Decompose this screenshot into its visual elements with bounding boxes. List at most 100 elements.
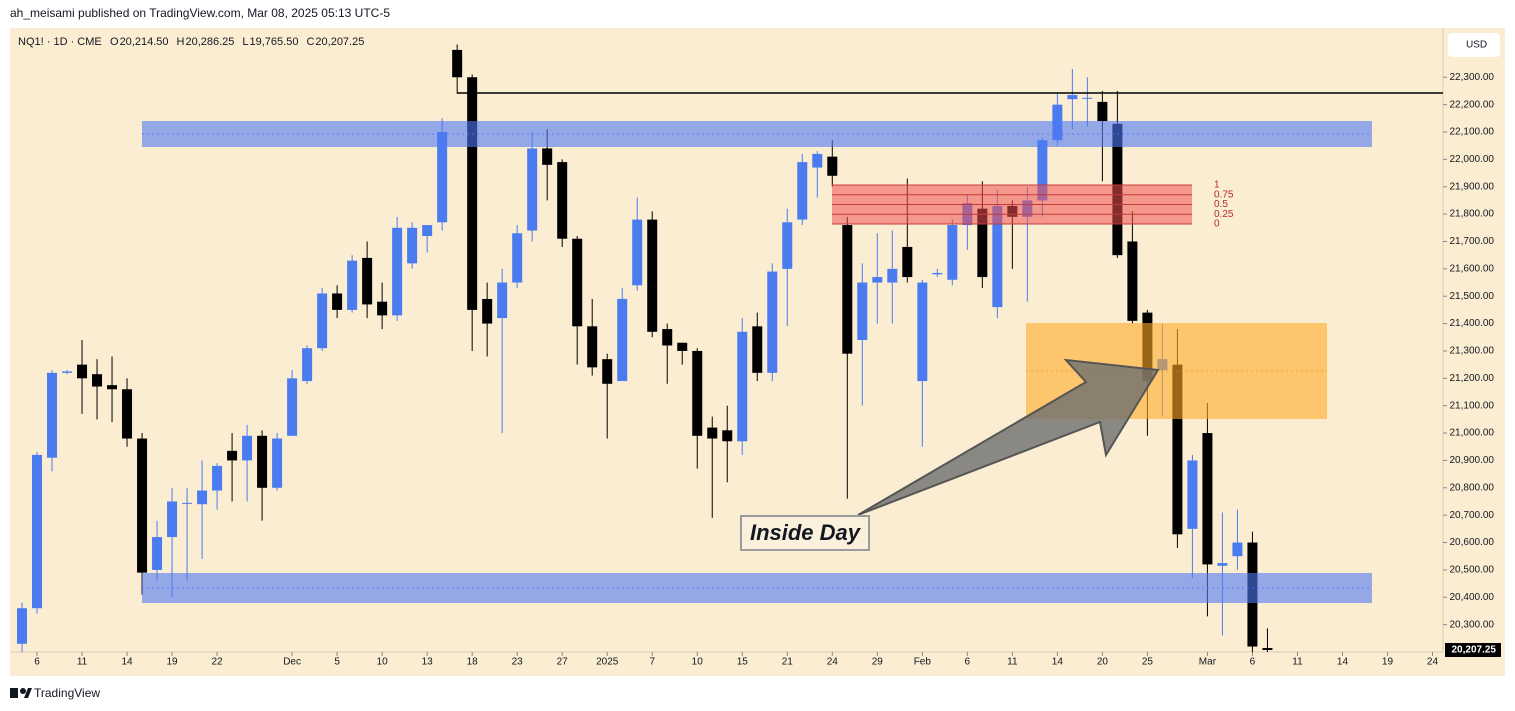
x-tick-label: 10	[692, 657, 704, 668]
y-tick-label: 20,500.00	[1450, 565, 1495, 576]
candle-body	[782, 222, 793, 269]
fib-label: 0.5	[1214, 199, 1228, 210]
footer-brand: TradingView	[34, 686, 100, 700]
candle-body	[977, 208, 988, 278]
candle-body	[512, 233, 523, 283]
fib-label: 1	[1214, 180, 1220, 191]
x-tick-label: 6	[1250, 657, 1256, 668]
last-price-label: 20,207.25	[1452, 645, 1497, 656]
y-tick-label: 21,400.00	[1450, 318, 1495, 329]
x-tick-label: 11	[77, 657, 88, 668]
candle-body	[197, 490, 208, 505]
candle-body	[482, 298, 493, 324]
candle-body	[812, 153, 823, 168]
candle-body	[692, 350, 703, 436]
candle-body	[1082, 97, 1093, 99]
candle-body	[587, 326, 598, 368]
x-tick-label: 11	[1007, 657, 1018, 668]
last-price-tag	[1445, 643, 1501, 658]
candle-body	[797, 162, 808, 220]
candle-body	[167, 501, 178, 538]
y-tick-label: 20,900.00	[1450, 455, 1495, 466]
y-tick-label: 22,100.00	[1450, 127, 1495, 138]
x-tick-label: 6	[965, 657, 971, 668]
candle-body	[1217, 563, 1228, 566]
x-tick-label: 25	[1142, 657, 1154, 668]
legend-key: L	[242, 36, 248, 48]
candle-body	[377, 301, 388, 316]
candle-body	[947, 225, 958, 280]
x-tick-label: 6	[34, 657, 40, 668]
candle-body	[1187, 460, 1198, 529]
candle-body	[857, 282, 868, 340]
candle-body	[632, 219, 643, 286]
candle-body	[137, 438, 148, 573]
candle-body	[602, 359, 613, 384]
x-tick-label: 23	[512, 657, 524, 668]
candle-body	[767, 271, 778, 373]
y-tick-label: 20,700.00	[1450, 510, 1495, 521]
tv-logo	[10, 688, 32, 698]
candle-body	[827, 156, 838, 176]
arrow	[857, 358, 1160, 516]
y-tick-label: 21,000.00	[1450, 428, 1495, 439]
currency[interactable]: USD	[1466, 40, 1487, 51]
candle-body	[362, 257, 373, 305]
x-tick-label: 27	[557, 657, 569, 668]
candle-body	[317, 293, 328, 349]
candle-body	[662, 329, 673, 346]
candle-body	[227, 450, 238, 461]
x-tick-label: 15	[737, 657, 749, 668]
currency-button[interactable]	[1448, 33, 1500, 57]
candle-body	[332, 293, 343, 310]
y-tick-label: 22,000.00	[1450, 154, 1495, 165]
x-tick-label: 29	[872, 657, 884, 668]
candle-body	[842, 225, 853, 354]
y-tick-label: 22,300.00	[1450, 72, 1495, 83]
candle-body	[272, 438, 283, 488]
x-tick-label: 14	[1052, 657, 1064, 668]
candle-body	[182, 502, 193, 504]
candle-body	[932, 272, 943, 275]
x-tick-label: Dec	[283, 657, 301, 668]
candle-body	[542, 148, 553, 165]
candle-body	[677, 342, 688, 351]
annotation: Inside Day	[750, 520, 862, 545]
legend-key: C	[306, 36, 314, 48]
legend-value: 19,765.50	[250, 36, 299, 48]
candle-body	[1127, 241, 1138, 321]
fib-levels	[832, 184, 1192, 225]
candle-body	[497, 282, 508, 319]
x-tick-label: 7	[649, 657, 655, 668]
x-tick-label: 24	[1427, 657, 1439, 668]
x-tick-label: 10	[377, 657, 389, 668]
y-tick-label: 20,400.00	[1450, 592, 1495, 603]
x-tick-label: 2025	[596, 657, 619, 668]
candle-body	[287, 378, 298, 436]
x-tick-label: 11	[1292, 657, 1303, 668]
candle-body	[887, 268, 898, 283]
legend-value: 20,286.25	[185, 36, 234, 48]
candle-body	[752, 326, 763, 373]
y-tick-label: 21,300.00	[1450, 346, 1495, 357]
candle-body	[707, 427, 718, 439]
candle-body	[122, 389, 133, 439]
y-tick-label: 21,800.00	[1450, 209, 1495, 220]
y-tick-label: 21,100.00	[1450, 400, 1495, 411]
candle-body	[452, 49, 463, 78]
y-tick-label: 22,200.00	[1450, 99, 1495, 110]
legend-value: 20,214.50	[120, 36, 169, 48]
y-tick-label: 21,700.00	[1450, 236, 1495, 247]
x-tick-label: 5	[334, 657, 340, 668]
candle-body	[872, 277, 883, 283]
candle-body	[392, 227, 403, 316]
candle-body	[62, 371, 73, 373]
candle-body	[47, 372, 58, 458]
x-tick-label: Mar	[1199, 657, 1217, 668]
candle-body	[737, 331, 748, 442]
y-tick-label: 20,300.00	[1450, 619, 1495, 630]
candle-body	[32, 454, 43, 609]
x-tick-label: 14	[121, 657, 133, 668]
y-tick-label: 21,900.00	[1450, 181, 1495, 192]
